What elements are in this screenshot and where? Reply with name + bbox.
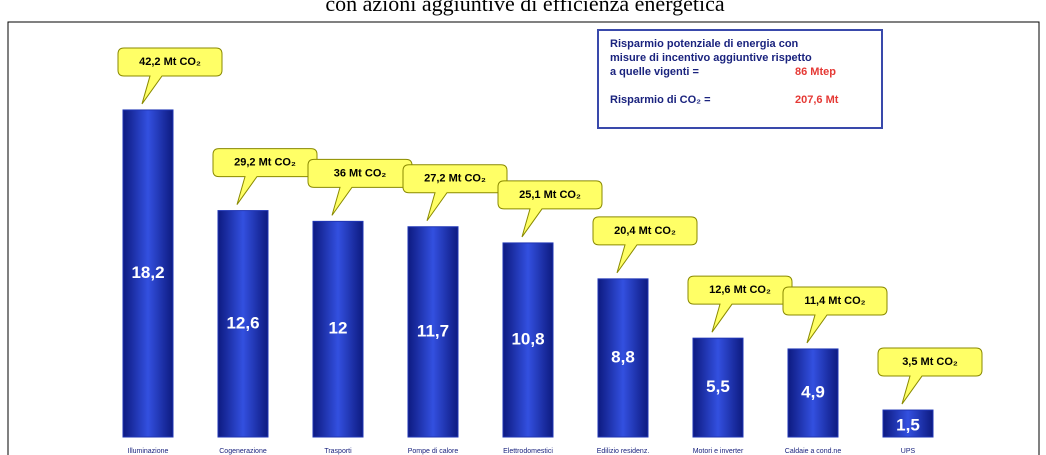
- callout-shape: [497, 180, 603, 238]
- info-co2-label: Risparmio di CO₂ =: [610, 94, 711, 106]
- callout-label: 12,6 Mt CO₂: [709, 284, 771, 296]
- value-label: 12,6: [226, 313, 259, 332]
- callout-shape: [782, 286, 888, 344]
- bar: [692, 337, 744, 438]
- bar: [217, 210, 269, 438]
- x-tick-label: Edilizio residenz.: [597, 448, 650, 455]
- info-box: Risparmio potenziale di energia con misu…: [597, 29, 883, 129]
- callout-label: 27,2 Mt CO₂: [424, 173, 486, 185]
- callout-shape: [877, 347, 983, 405]
- info-energy: 86 Mtep: [795, 66, 836, 78]
- bar: [122, 109, 174, 438]
- callout-label: 11,4 Mt CO₂: [804, 295, 865, 307]
- bar: [312, 220, 364, 438]
- info-line: a quelle vigenti =: [610, 66, 699, 78]
- bar: [787, 348, 839, 438]
- callout-shape: [402, 164, 508, 222]
- callout-shape: [307, 158, 413, 216]
- value-label: 11,7: [417, 321, 449, 340]
- callout-label: 42,2 Mt CO₂: [139, 56, 201, 68]
- callout-label: 29,2 Mt CO₂: [234, 156, 296, 168]
- value-label: 18,2: [131, 263, 164, 282]
- x-tick-label: Trasporti: [324, 448, 352, 455]
- callout-label: 25,1 Mt CO₂: [519, 189, 581, 201]
- info-box-border: [597, 29, 883, 129]
- callout-label: 3,5 Mt CO₂: [902, 356, 958, 368]
- x-tick-label: Elettrodomestici: [503, 448, 553, 455]
- value-label: 1,5: [896, 416, 920, 435]
- callout-shape: [687, 275, 793, 333]
- value-label: 4,9: [801, 382, 825, 401]
- bar: [407, 226, 459, 438]
- value-label: 8,8: [611, 347, 635, 366]
- info-line: misure di incentivo aggiuntive rispetto: [610, 52, 812, 64]
- x-tick-label: Pompe di calore: [408, 448, 459, 455]
- x-tick-label: Cogenerazione: [219, 448, 267, 455]
- chart-title: con azioni aggiuntive di efficienza ener…: [325, 0, 725, 16]
- x-tick-label: Motori e inverter: [693, 448, 744, 455]
- value-label: 5,5: [706, 377, 730, 396]
- frame: [7, 21, 1040, 455]
- value-label: 10,8: [511, 329, 544, 348]
- value-label: 12: [329, 319, 348, 338]
- x-tick-label: Illuminazione: [128, 448, 169, 455]
- bar: [882, 409, 934, 438]
- info-co2: 207,6 Mt: [795, 94, 839, 106]
- callout-shape: [592, 216, 698, 274]
- callout-shape: [117, 47, 223, 105]
- callout-label: 36 Mt CO₂: [334, 167, 387, 179]
- info-line: Risparmio potenziale di energia con: [610, 38, 799, 50]
- x-tick-label: Caldaie a cond.ne: [785, 448, 842, 455]
- callout-shape: [212, 148, 318, 205]
- x-tick-label: UPS: [901, 448, 916, 455]
- callout-label: 20,4 Mt CO₂: [614, 225, 676, 237]
- bar: [597, 278, 649, 438]
- bar: [502, 242, 554, 438]
